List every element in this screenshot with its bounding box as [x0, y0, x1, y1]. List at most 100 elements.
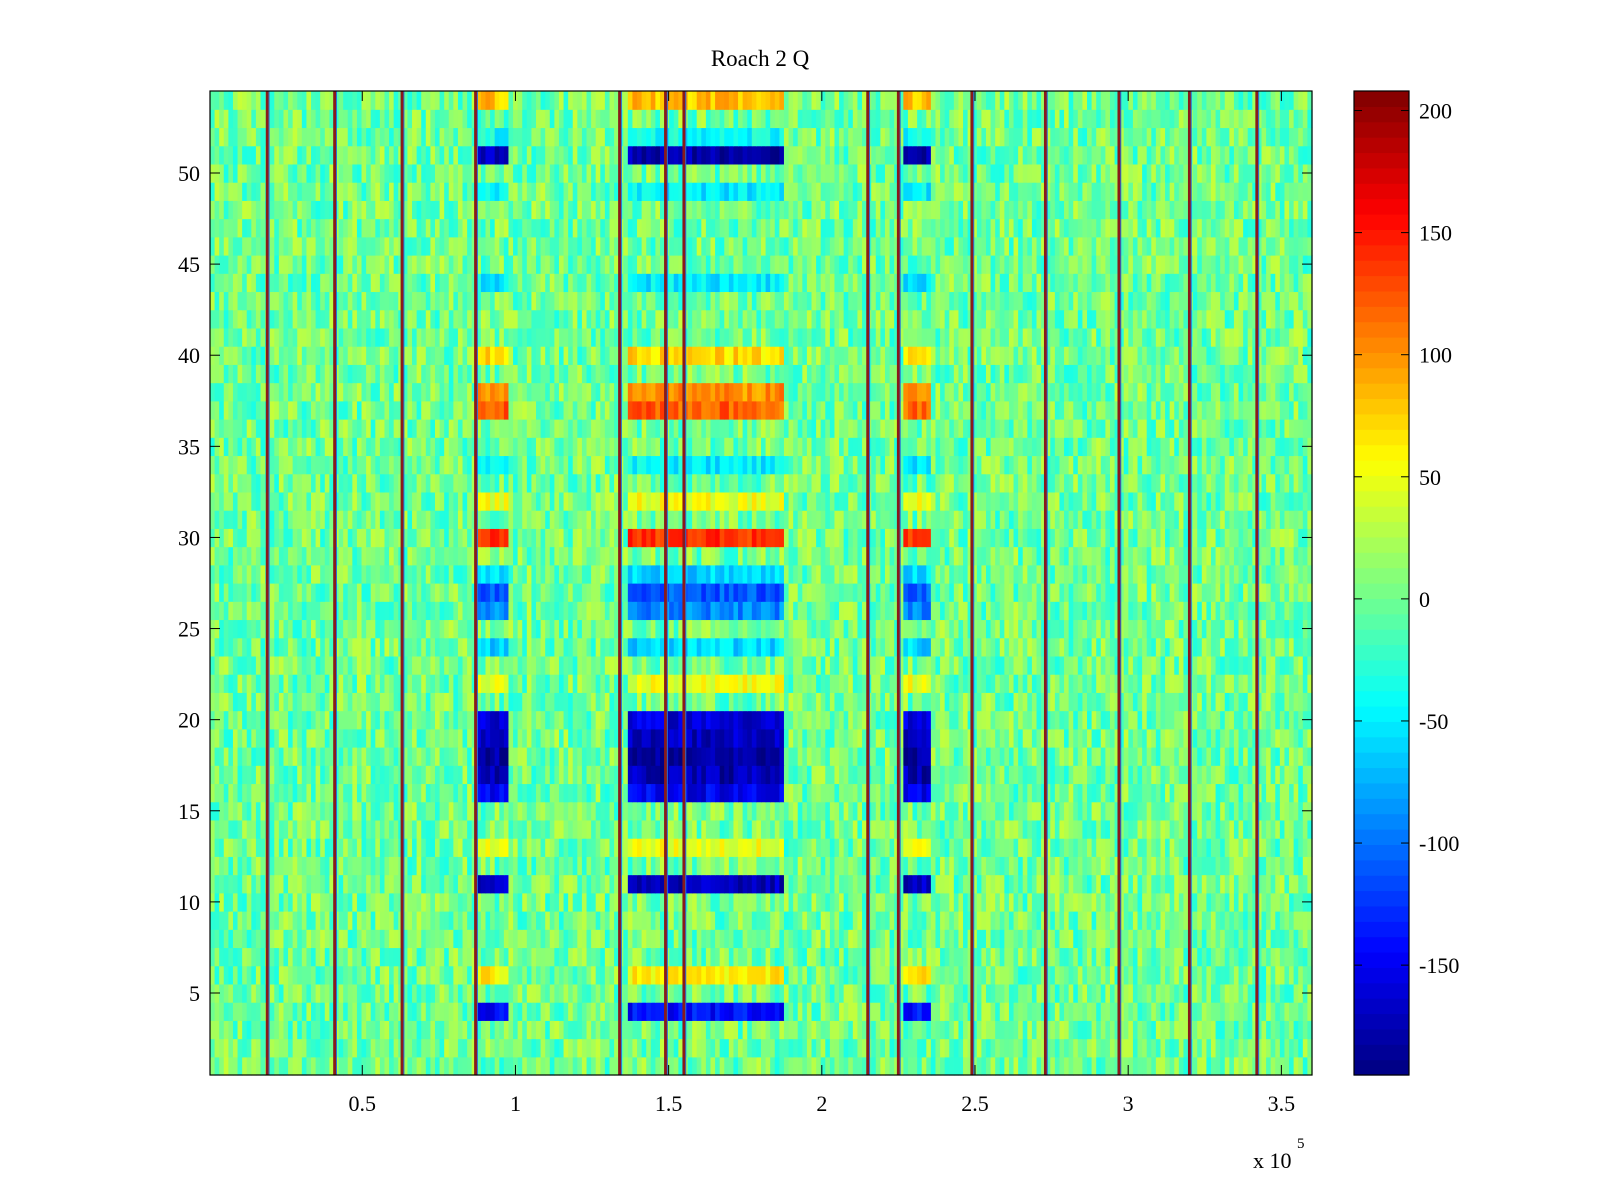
heatmap-cell	[526, 856, 533, 876]
heatmap-cell	[733, 838, 739, 857]
heatmap-cell	[476, 783, 482, 803]
heatmap-cell	[884, 965, 891, 985]
heatmap-cell	[1050, 1002, 1056, 1021]
heatmap-cell	[935, 692, 941, 712]
heatmap-cell	[806, 1020, 813, 1040]
heatmap-cell	[1284, 1056, 1290, 1076]
heatmap-cell	[402, 947, 409, 967]
heatmap-cell	[1165, 983, 1171, 1003]
heatmap-cell	[637, 965, 643, 985]
heatmap-cell	[407, 1038, 413, 1058]
heatmap-cell	[609, 874, 615, 894]
heatmap-cell	[783, 838, 790, 857]
heatmap-cell	[260, 801, 266, 821]
heatmap-cell	[1146, 838, 1152, 857]
heatmap-cell	[329, 1038, 335, 1058]
heatmap-cell	[889, 710, 895, 730]
heatmap-cell	[1155, 911, 1162, 930]
heatmap-cell	[1132, 728, 1139, 748]
heatmap-cell	[1178, 801, 1185, 821]
heatmap-cell	[852, 1020, 859, 1040]
heatmap-cell	[627, 747, 634, 766]
heatmap-cell	[1082, 783, 1088, 803]
heatmap-cell	[232, 874, 239, 894]
heatmap-cell	[1233, 856, 1240, 876]
heatmap-cell	[591, 874, 597, 894]
heatmap-cell	[921, 1038, 927, 1058]
heatmap-cell	[301, 856, 308, 876]
heatmap-cell	[1027, 692, 1033, 712]
heatmap-cell	[944, 965, 950, 985]
heatmap-cell	[255, 692, 262, 712]
heatmap-cell	[687, 874, 693, 894]
heatmap-cell	[1004, 911, 1010, 930]
heatmap-cell	[926, 1056, 932, 1076]
heatmap-cell	[774, 892, 780, 912]
heatmap-cell	[659, 819, 666, 839]
heatmap-cell	[370, 838, 376, 857]
heatmap-cell	[839, 911, 845, 930]
heatmap-cell	[985, 710, 992, 730]
heatmap-cell	[999, 819, 1005, 839]
heatmap-cell	[600, 819, 606, 839]
heatmap-cell	[1087, 728, 1093, 748]
heatmap-cell	[623, 947, 629, 967]
heatmap-cell	[324, 710, 330, 730]
heatmap-cell	[733, 965, 739, 985]
heatmap-cell	[545, 929, 551, 949]
heatmap-cell	[1004, 710, 1010, 730]
heatmap-cell	[604, 983, 611, 1003]
heatmap-cell	[806, 783, 813, 803]
heatmap-cell	[577, 947, 583, 967]
heatmap-cell	[439, 874, 445, 894]
heatmap-cell	[765, 710, 771, 730]
heatmap-cell	[650, 983, 656, 1003]
heatmap-cell	[719, 1056, 725, 1076]
heatmap-cell	[1233, 947, 1240, 967]
heatmap-cell	[343, 1056, 349, 1076]
heatmap-cell	[820, 801, 826, 821]
heatmap-cell	[260, 838, 266, 857]
heatmap-cell	[476, 692, 482, 712]
heatmap-cell	[655, 892, 661, 912]
heatmap-cell	[393, 1020, 399, 1040]
heatmap-cell	[921, 1020, 927, 1040]
heatmap-cell	[884, 929, 891, 949]
heatmap-cell	[985, 838, 992, 857]
heatmap-cell	[572, 929, 578, 949]
heatmap-cell	[485, 1038, 491, 1058]
heatmap-cell	[710, 819, 716, 839]
heatmap-cell	[389, 1038, 395, 1058]
heatmap-cell	[659, 1020, 666, 1040]
heatmap-cell	[366, 983, 372, 1003]
heatmap-cell	[581, 965, 588, 985]
heatmap-cell	[1119, 819, 1125, 839]
heatmap-cell	[480, 892, 487, 912]
heatmap-cell	[1165, 947, 1171, 967]
heatmap-cell	[255, 819, 262, 839]
heatmap-cell	[412, 1038, 418, 1058]
heatmap-cell	[779, 783, 785, 803]
heatmap-cell	[738, 856, 744, 876]
heatmap-cell	[719, 965, 725, 985]
heatmap-cell	[338, 801, 344, 821]
heatmap-cell	[448, 929, 454, 949]
heatmap-cell	[1243, 1002, 1249, 1021]
heatmap-cell	[614, 783, 620, 803]
heatmap-cell	[301, 765, 308, 785]
heatmap-cell	[806, 710, 813, 730]
heatmap-cell	[1027, 710, 1033, 730]
heatmap-cell	[972, 856, 978, 876]
heatmap-cell	[278, 710, 285, 730]
heatmap-cell	[549, 728, 555, 748]
heatmap-cell	[632, 947, 638, 967]
heatmap-cell	[1266, 747, 1272, 766]
heatmap-cell	[646, 892, 652, 912]
heatmap-cell	[930, 838, 937, 857]
heatmap-cell	[1091, 783, 1097, 803]
heatmap-cell	[935, 1056, 941, 1076]
heatmap-cell	[526, 765, 533, 785]
heatmap-cell	[921, 1056, 927, 1076]
heatmap-cell	[1105, 983, 1111, 1003]
heatmap-cell	[733, 1038, 739, 1058]
